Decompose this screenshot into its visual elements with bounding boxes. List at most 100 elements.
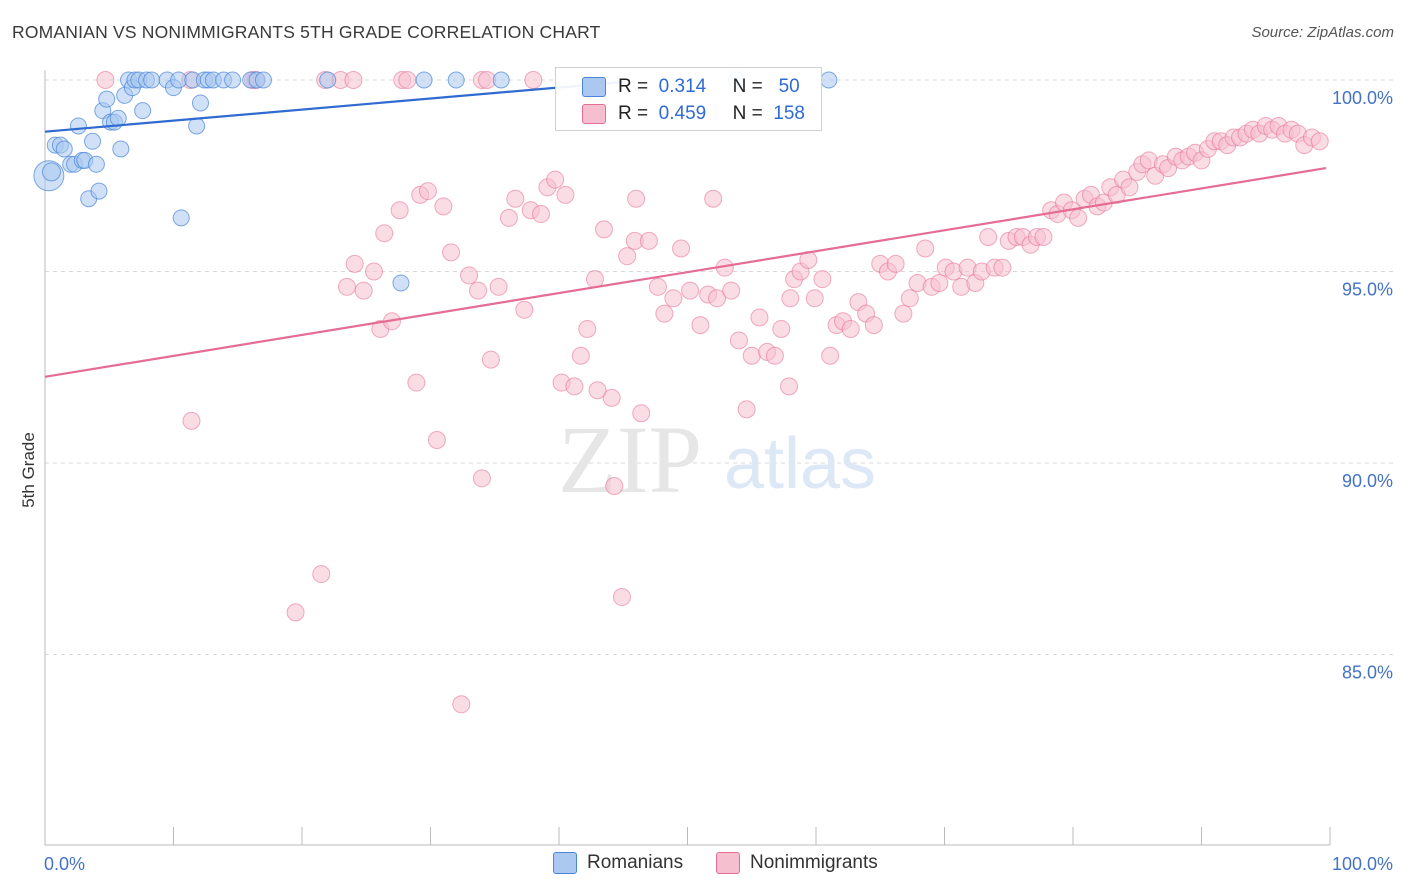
nonimmigrants-point <box>398 71 417 89</box>
nonimmigrants-point <box>681 281 700 300</box>
romanians-point <box>447 71 465 89</box>
nonimmigrants-point <box>442 243 461 262</box>
x-tick-label: 0.0% <box>44 854 85 874</box>
nonimmigrants-point <box>627 189 646 208</box>
nonimmigrants-point <box>524 71 543 89</box>
nonimmigrants-point <box>750 308 769 327</box>
romanians-trendline <box>44 80 624 133</box>
bottom-legend-swatch-pink <box>716 852 740 874</box>
stats-legend: R = 0.314 N = 50 R = 0.459 N = 158 <box>555 67 822 131</box>
nonimmigrants-point <box>506 189 525 208</box>
romanians-point <box>87 155 105 173</box>
nonimmigrants-point <box>390 201 409 220</box>
legend-row-romanians: R = 0.314 N = 50 <box>556 74 800 100</box>
nonimmigrants-point <box>312 565 331 584</box>
romanians-point <box>172 209 190 227</box>
legend-r-label: R = <box>618 76 649 97</box>
x-tick-label: 100.0% <box>1332 854 1393 874</box>
watermark-atlas: atlas <box>724 424 876 504</box>
y-axis-label: 5th Grade <box>19 432 38 508</box>
nonimmigrants-point <box>979 228 998 247</box>
bottom-legend-romanians: Romanians <box>553 852 683 874</box>
y-tick-label: 85.0% <box>1342 663 1393 683</box>
legend-r-value: 0.459 <box>658 103 707 124</box>
nonimmigrants-point <box>894 304 913 323</box>
nonimmigrants-point <box>96 71 115 89</box>
romanians-point <box>98 90 116 108</box>
romanians-point <box>112 140 130 158</box>
nonimmigrants-point <box>742 346 761 365</box>
nonimmigrants-point <box>648 277 667 296</box>
nonimmigrants-point <box>182 411 201 430</box>
nonimmigrants-point <box>1069 208 1088 227</box>
romanians-point <box>90 182 108 200</box>
chart-source: Source: ZipAtlas.com <box>1251 24 1394 41</box>
nonimmigrants-point <box>841 319 860 338</box>
romanians-point <box>143 71 161 89</box>
nonimmigrants-point <box>813 270 832 289</box>
nonimmigrants-point <box>708 289 727 308</box>
nonimmigrants-point <box>565 377 584 396</box>
romanians-point <box>224 71 242 89</box>
nonimmigrants-trendline <box>44 167 1327 378</box>
nonimmigrants-point <box>345 254 364 273</box>
nonimmigrants-point <box>286 603 305 622</box>
romanians-point <box>188 117 206 135</box>
legend-n-value: 158 <box>773 103 805 124</box>
romanians-point <box>134 102 152 120</box>
nonimmigrants-point <box>1310 132 1329 151</box>
watermark-zip: ZIP <box>558 406 702 513</box>
nonimmigrants-point <box>722 281 741 300</box>
legend-n-label: N = <box>732 76 763 97</box>
nonimmigrants-point <box>499 208 518 227</box>
nonimmigrants-point <box>375 224 394 243</box>
nonimmigrants-point <box>602 388 621 407</box>
bottom-legend-label: Romanians <box>587 852 684 873</box>
romanians-point <box>55 140 73 158</box>
nonimmigrants-point <box>916 239 935 258</box>
nonimmigrants-point <box>515 300 534 319</box>
legend-swatch-pink <box>582 104 606 124</box>
nonimmigrants-point <box>364 262 383 281</box>
nonimmigrants-point <box>993 258 1012 277</box>
legend-row-nonimmigrants: R = 0.459 N = 158 <box>556 101 805 127</box>
romanians-point <box>820 71 838 89</box>
watermark: ZIP atlas <box>558 406 876 513</box>
romanians-point <box>492 71 510 89</box>
nonimmigrants-point <box>460 266 479 285</box>
y-tick-label: 95.0% <box>1342 280 1393 300</box>
nonimmigrants-point <box>729 331 748 350</box>
nonimmigrants-point <box>781 289 800 308</box>
romanians-point <box>69 117 87 135</box>
nonimmigrants-point <box>632 404 651 423</box>
bottom-legend: Romanians Nonimmigrants <box>0 852 1406 878</box>
nonimmigrants-point <box>427 431 446 450</box>
nonimmigrants-point <box>691 316 710 335</box>
y-tick-label: 90.0% <box>1342 471 1393 491</box>
nonimmigrants-point <box>821 346 840 365</box>
legend-n-value: 50 <box>778 76 800 97</box>
nonimmigrants-point <box>864 316 883 335</box>
nonimmigrants-point <box>472 469 491 488</box>
nonimmigrants-point <box>704 189 723 208</box>
nonimmigrants-point <box>639 231 658 250</box>
nonimmigrants-point <box>556 185 575 204</box>
nonimmigrants-point <box>886 254 905 273</box>
nonimmigrants-point <box>337 277 356 296</box>
nonimmigrants-point <box>532 205 551 224</box>
romanians-point <box>392 274 410 292</box>
romanians-point <box>41 162 61 182</box>
grid-layer <box>45 79 1395 655</box>
nonimmigrants-point <box>612 588 631 607</box>
romanians-point <box>84 132 102 150</box>
nonimmigrants-point <box>737 400 756 419</box>
nonimmigrants-point <box>481 350 500 369</box>
trend-layer <box>44 80 1327 378</box>
legend-n-label: N = <box>732 103 763 124</box>
nonimmigrants-point <box>772 319 791 338</box>
nonimmigrants-point <box>618 247 637 266</box>
nonimmigrants-point <box>489 277 508 296</box>
nonimmigrants-point <box>765 346 784 365</box>
bottom-legend-nonimmigrants: Nonimmigrants <box>716 852 878 874</box>
